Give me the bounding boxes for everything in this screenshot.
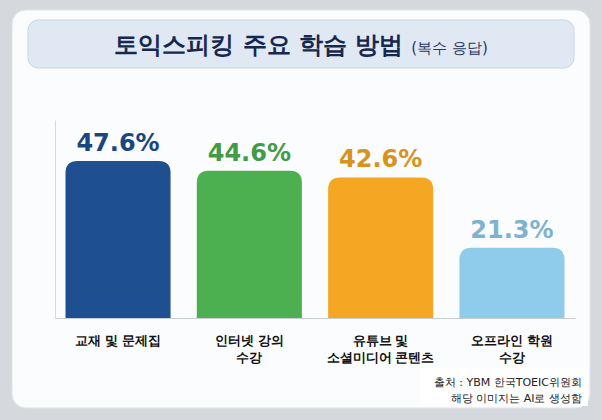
data-label: 47.6% (76, 129, 159, 157)
y-axis (55, 121, 57, 319)
data-labels: 47.6% 44.6% 42.6% 21.3% (76, 129, 553, 244)
data-label: 42.6% (339, 145, 422, 173)
annotations: 출처 : YBM 한국TOEIC위원회해당 이미지는 AI로 생성함 (420, 368, 588, 406)
x-tick-label: 인터넷 강의수강 (215, 333, 284, 365)
x-tick: 인터넷 강의수강 (215, 318, 284, 365)
title-box (28, 20, 574, 68)
chart: 토익스피킹 주요 학습 방법 (복수 응답) 교재 및 문제집 인터넷 강의수강 유튜브… (0, 0, 602, 420)
bar (197, 171, 302, 318)
background (0, 0, 602, 420)
data-label: 21.3% (470, 216, 553, 244)
x-tick-label: 교재 및 문제집 (75, 333, 160, 348)
x-tick-label: 유튜브 및소셜미디어 콘텐츠 (327, 333, 435, 365)
y-axis-line (55, 121, 56, 319)
x-tick-label: 오프라인 학원수강 (471, 333, 553, 365)
x-tick: 오프라인 학원수강 (471, 318, 553, 365)
x-axis: 교재 및 문제집 인터넷 강의수강 유튜브 및소셜미디어 콘텐츠 오프라인 학원수강 (56, 318, 576, 365)
annotation: 해당 이미지는 AI로 생성함 (451, 392, 582, 405)
x-axis-line (56, 318, 576, 319)
x-tick: 교재 및 문제집 (75, 318, 160, 348)
panel (12, 10, 590, 408)
data-label: 44.6% (208, 139, 291, 167)
title: 토익스피킹 주요 학습 방법 (114, 31, 403, 59)
annotation: 출처 : YBM 한국TOEIC위원회 (434, 376, 582, 389)
bars (66, 161, 565, 318)
title-text: 토익스피킹 주요 학습 방법 (복수 응답) (114, 31, 488, 59)
bar (66, 161, 171, 318)
x-tick: 유튜브 및소셜미디어 콘텐츠 (327, 318, 435, 365)
bar (459, 248, 564, 318)
annotation-box (420, 368, 588, 406)
bar (328, 177, 433, 318)
subtitle: (복수 응답) (411, 39, 487, 57)
